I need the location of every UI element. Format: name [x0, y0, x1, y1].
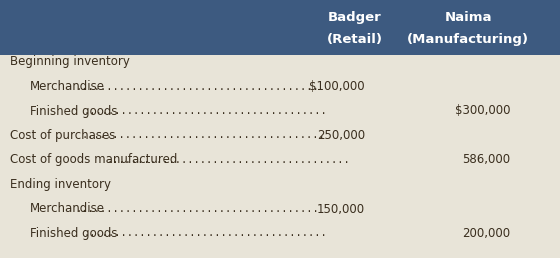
Text: Naima: Naima: [444, 11, 492, 24]
Text: $300,000: $300,000: [455, 104, 510, 117]
Text: .......................................: .......................................: [83, 106, 328, 116]
Text: Badger: Badger: [328, 11, 382, 24]
Bar: [0, 0, 560, 55]
Text: .......................................: .......................................: [83, 229, 328, 238]
Text: .......................................: .......................................: [76, 204, 319, 214]
Text: (Retail): (Retail): [327, 33, 383, 46]
Text: .......................................: .......................................: [76, 82, 319, 92]
Text: 250,000: 250,000: [317, 129, 365, 142]
Text: .......................................: .......................................: [106, 155, 351, 165]
Text: 150,000: 150,000: [317, 203, 365, 215]
Text: Finished goods: Finished goods: [30, 227, 118, 240]
Text: Merchandise: Merchandise: [30, 203, 105, 215]
Text: 586,000: 586,000: [462, 154, 510, 166]
Text: .......................................: .......................................: [82, 131, 325, 141]
Text: 200,000: 200,000: [462, 227, 510, 240]
Text: Beginning inventory: Beginning inventory: [10, 55, 130, 69]
Text: Finished goods: Finished goods: [30, 104, 118, 117]
Text: $100,000: $100,000: [309, 80, 365, 93]
Text: (Manufacturing): (Manufacturing): [407, 33, 529, 46]
Text: Cost of purchases: Cost of purchases: [10, 129, 115, 142]
Text: Cost of goods manufactured: Cost of goods manufactured: [10, 154, 178, 166]
Text: Merchandise: Merchandise: [30, 80, 105, 93]
Text: Ending inventory: Ending inventory: [10, 178, 111, 191]
